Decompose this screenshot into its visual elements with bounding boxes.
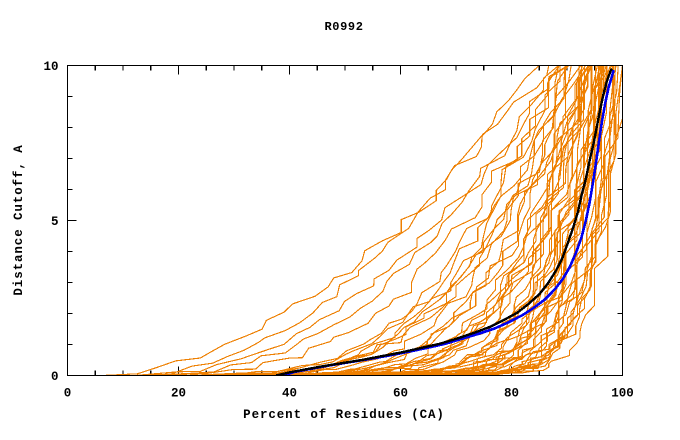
highlight-curve-black [275,68,614,376]
prediction-curve [244,65,589,376]
prediction-curve [316,65,604,376]
x-tick-label: 20 [171,387,186,401]
prediction-curve [266,65,601,376]
prediction-curve [230,65,566,376]
prediction-curve [134,65,569,376]
plot-frame [66,64,624,377]
prediction-curve [242,65,580,376]
prediction-curve [190,65,582,376]
prediction-curve [185,65,560,376]
prediction-curve [144,65,559,376]
x-tick-label: 40 [282,387,297,401]
prediction-curve [349,65,623,376]
y-axis-label: Distance Cutoff, A [12,144,26,295]
axis-tick-labels: 0 20 40 60 80 100 0 5 10 [43,60,633,401]
prediction-curve [288,65,596,376]
y-tick-label: 10 [43,60,58,74]
prediction-curve [168,65,561,376]
prediction-curve [245,65,591,376]
prediction-curve [360,65,616,376]
prediction-curve [140,65,540,376]
prediction-curve [289,65,583,376]
prediction-curve [354,65,613,376]
page-title: R0992 [324,20,363,34]
x-tick-label: 60 [393,387,408,401]
x-tick-label: 80 [504,387,519,401]
prediction-curve [238,65,593,376]
x-axis-label: Percent of Residues (CA) [243,408,445,422]
data-curves [102,65,623,376]
prediction-curve [185,65,569,376]
prediction-curve [102,65,550,376]
x-tick-label: 0 [64,387,72,401]
y-tick-label: 0 [51,370,59,384]
y-tick-label: 5 [51,215,59,229]
prediction-curve [220,65,572,376]
x-tick-label: 100 [611,387,634,401]
